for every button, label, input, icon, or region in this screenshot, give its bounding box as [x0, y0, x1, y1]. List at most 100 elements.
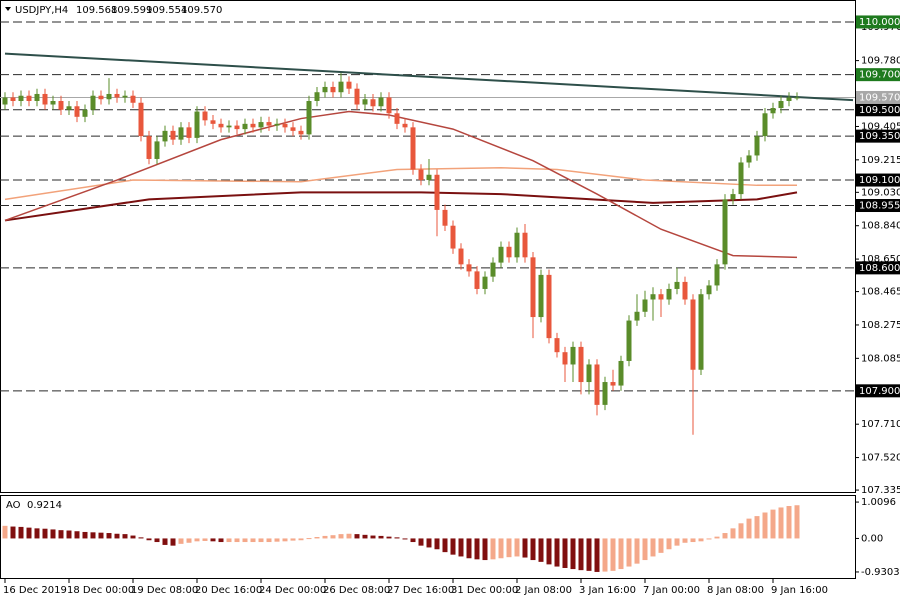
ao-bar [274, 538, 280, 542]
candle-body [706, 285, 712, 295]
candle-body [426, 174, 432, 181]
last-open: 109.568 [76, 5, 117, 16]
ao-bar [546, 538, 552, 565]
ao-bar [50, 529, 56, 539]
y-tick-label: 109.215 [861, 155, 900, 166]
level-label: 107.900 [859, 386, 900, 397]
ao-bar [282, 538, 288, 542]
ao-tick-label: -0.9303 [861, 567, 900, 578]
ao-bar [354, 534, 360, 539]
candle-body [378, 97, 384, 107]
candle-body [50, 100, 56, 105]
ao-last: 0.9214 [27, 500, 62, 511]
candle-body [570, 346, 576, 365]
ao-bar [498, 538, 504, 559]
candle-body [202, 111, 208, 121]
level-label-box [856, 384, 900, 398]
ao-bar [202, 538, 208, 541]
candle-body [42, 93, 48, 105]
candle-body [530, 257, 536, 318]
candle-body [282, 123, 288, 128]
level-label-box [856, 173, 900, 187]
ao-bar [786, 506, 792, 539]
candle-body [714, 264, 720, 286]
candle-body [10, 97, 16, 101]
candle-body [26, 95, 32, 101]
x-tick-label: 19 Dec 08:00 [131, 585, 198, 596]
ao-bar [754, 516, 760, 539]
ao-bar [42, 528, 48, 539]
candle-body [546, 274, 552, 339]
ao-bar [794, 505, 800, 539]
x-tick-label: 3 Jan 16:00 [579, 585, 636, 596]
ao-bar [578, 538, 584, 571]
ao-bar [682, 538, 688, 543]
candle-body [538, 274, 544, 318]
candle-body [586, 364, 592, 383]
candle-body [226, 125, 232, 128]
candle-body [370, 99, 376, 107]
candle-body [770, 108, 776, 114]
candle-body [722, 199, 728, 265]
ao-bar [114, 533, 120, 539]
ao-bar [626, 538, 632, 567]
ao-bar [474, 538, 480, 560]
y-tick-label: 108.840 [861, 221, 900, 232]
candle-body [602, 382, 608, 405]
candle-body [178, 127, 184, 140]
candle-body [258, 122, 264, 128]
ao-bar [2, 525, 8, 539]
ao-bar [730, 528, 736, 539]
candle-body [34, 93, 40, 101]
level-label-box [856, 261, 900, 275]
ao-bar [258, 538, 264, 543]
ao-bar [602, 538, 608, 572]
ao-bar [170, 538, 176, 546]
ao-bar [394, 537, 400, 539]
candle-body [74, 106, 80, 117]
ao-bar [26, 527, 32, 539]
level-label-box [856, 103, 900, 117]
x-tick-label: 18 Dec 00:00 [67, 585, 134, 596]
candle-body [98, 95, 104, 100]
y-tick-label: 108.465 [861, 287, 900, 298]
price-panel [0, 0, 856, 493]
ao-bar [242, 538, 248, 543]
ao-bar [570, 538, 576, 570]
level-label: 108.600 [859, 263, 900, 274]
ao-bar [706, 538, 712, 540]
candle-body [442, 209, 448, 226]
ao-bar [722, 533, 728, 539]
candle-body [394, 113, 400, 124]
ao-bar [690, 538, 696, 543]
ao-tick-label: 0.00 [861, 533, 883, 544]
y-tick-label: 107.335 [861, 485, 900, 496]
ao-bar [130, 535, 136, 539]
ao-bar [178, 538, 184, 544]
candle-body [170, 130, 176, 140]
x-tick-label: 24 Dec 00:00 [259, 585, 326, 596]
y-tick-label: 109.405 [861, 121, 900, 132]
candle-body [642, 299, 648, 312]
candle-body [434, 174, 440, 210]
y-tick-label: 107.710 [861, 419, 900, 430]
ao-bar [458, 538, 464, 557]
candle-body [482, 276, 488, 289]
level-label-box [856, 199, 900, 213]
x-tick-label: 27 Dec 16:00 [387, 585, 454, 596]
ao-bar [586, 538, 592, 571]
ao-bar [34, 528, 40, 539]
last-low: 109.554 [146, 5, 187, 16]
candle-body [82, 109, 88, 117]
candle-body [658, 294, 664, 300]
ao-bar [482, 538, 488, 561]
y-tick-label: 108.650 [861, 254, 900, 265]
ao-bar [186, 538, 192, 543]
candle-body [58, 100, 64, 110]
candle-body [154, 141, 160, 159]
level-label: 110.000 [859, 17, 900, 28]
x-tick-label: 31 Dec 00:00 [451, 585, 518, 596]
ao-bar [538, 538, 544, 562]
ao-bar [674, 538, 680, 546]
ao-bar [634, 538, 640, 564]
